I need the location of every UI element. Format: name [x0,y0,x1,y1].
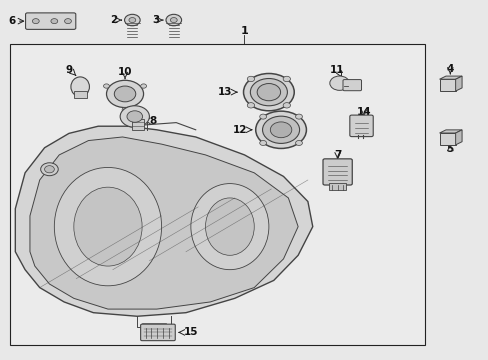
Text: 7: 7 [333,150,341,160]
FancyBboxPatch shape [323,159,351,185]
Circle shape [250,78,287,106]
Circle shape [114,86,136,102]
Circle shape [64,19,71,24]
Polygon shape [30,137,298,309]
FancyBboxPatch shape [141,324,175,341]
Circle shape [165,14,181,26]
Text: 9: 9 [65,65,72,75]
Polygon shape [15,126,312,316]
Text: 1: 1 [240,26,248,36]
Ellipse shape [54,167,161,286]
Circle shape [243,73,294,111]
Text: 5: 5 [446,144,453,154]
Polygon shape [439,76,461,79]
Polygon shape [455,76,461,91]
Circle shape [120,106,149,127]
Ellipse shape [283,76,290,82]
Bar [439,79,455,91]
Ellipse shape [259,114,266,119]
FancyBboxPatch shape [25,13,76,30]
Ellipse shape [247,76,254,82]
Circle shape [44,166,54,173]
FancyBboxPatch shape [342,80,361,91]
Text: 6: 6 [8,16,15,26]
Bar [132,119,144,130]
Circle shape [255,111,306,148]
Ellipse shape [103,84,109,88]
Circle shape [262,116,299,143]
Bar [328,183,346,190]
Text: 2: 2 [110,15,118,25]
Ellipse shape [283,103,290,108]
Text: 11: 11 [329,65,344,75]
Text: 10: 10 [118,67,132,77]
Text: 4: 4 [446,64,453,74]
Text: 15: 15 [183,327,198,337]
Text: 3: 3 [152,15,159,25]
Text: 12: 12 [232,125,246,135]
Ellipse shape [74,187,142,266]
Text: 14: 14 [356,107,370,117]
Ellipse shape [259,140,266,145]
Circle shape [129,18,136,23]
Ellipse shape [295,114,302,119]
Text: 13: 13 [217,87,232,97]
Circle shape [257,84,280,101]
Circle shape [124,14,140,26]
Ellipse shape [71,77,89,96]
Circle shape [131,115,143,123]
Bar [74,91,86,98]
Ellipse shape [295,140,302,145]
FancyBboxPatch shape [349,115,372,136]
Ellipse shape [205,198,254,255]
Text: 8: 8 [149,116,156,126]
Circle shape [41,163,58,176]
Circle shape [127,111,142,122]
Ellipse shape [141,84,146,88]
Bar [10,44,424,345]
Circle shape [106,80,143,108]
Circle shape [170,18,177,23]
Polygon shape [455,130,461,145]
Circle shape [51,19,58,24]
Ellipse shape [122,108,128,112]
Ellipse shape [247,103,254,108]
Circle shape [270,122,291,138]
Bar [439,133,455,145]
Ellipse shape [190,184,268,270]
Circle shape [329,76,348,90]
Circle shape [32,19,39,24]
Polygon shape [439,130,461,133]
